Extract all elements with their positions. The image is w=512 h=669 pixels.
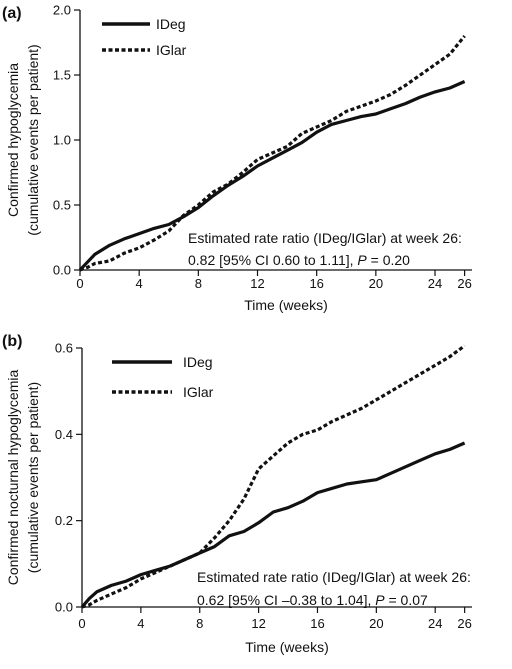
chart-b-annotation-p-value: = 0.07: [385, 592, 428, 608]
chart-a-x-tick-label: 24: [428, 276, 442, 291]
chart-a-x-tick-label: 0: [76, 276, 83, 291]
chart-a-x-tick-label: 4: [136, 276, 143, 291]
chart-b-y-axis-title: Confirmed nocturnal hypoglycemia: [5, 370, 21, 586]
chart-b-x-tick-label: 8: [196, 616, 203, 631]
chart-a-y-tick-label: 1.0: [53, 133, 71, 148]
chart-b-series-iglar-line: [81, 344, 466, 609]
chart-a-legend-label-iglar: IGlar: [156, 42, 187, 58]
chart-a-y-axis-subtitle: (cumulative events per patient): [25, 44, 41, 235]
chart-b-annotation-ci: 0.62 [95% CI –0.38 to 1.04],: [197, 592, 375, 608]
chart-a-series-ideg-line: [78, 80, 466, 272]
chart-b-x-tick-label: 16: [310, 616, 324, 631]
chart-b-y-tick-label: 0.2: [55, 513, 73, 528]
chart-b-x-tick-label: 0: [78, 616, 85, 631]
chart-b-y-tick-label: 0.0: [55, 600, 73, 615]
chart-a-annotation-line2: 0.82 [95% CI 0.60 to 1.11], P = 0.20: [188, 252, 410, 268]
chart-a-x-axis-title: Time (weeks): [244, 297, 328, 313]
chart-a-x-tick-label: 16: [309, 276, 323, 291]
chart-b-x-tick-label: 26: [457, 616, 471, 631]
chart-b-x-tick-label: 4: [137, 616, 144, 631]
chart-a-x-tick-label: 26: [457, 276, 471, 291]
chart-b-y-tick-label: 0.4: [55, 427, 73, 442]
chart-a-annotation-p-symbol: P: [357, 252, 367, 268]
chart-b-legend-label-iglar: IGlar: [183, 384, 214, 400]
chart-a-annotation-line1: Estimated rate ratio (IDeg/IGlar) at wee…: [188, 230, 462, 246]
chart-b-annotation-p-symbol: P: [375, 592, 385, 608]
chart-b-annotation-line2: 0.62 [95% CI –0.38 to 1.04], P = 0.07: [197, 592, 428, 608]
chart-a-series-iglar-line: [79, 34, 466, 272]
chart-b-panel-label: (b): [2, 333, 22, 350]
chart-a-x-tick-label: 8: [195, 276, 202, 291]
chart-b-y-axis-subtitle: (cumulative events per patient): [25, 382, 41, 573]
chart-b-series-ideg-line: [80, 441, 466, 609]
chart-a-y-tick-label: 0.5: [53, 198, 71, 213]
chart-a-annotation-p-value: = 0.20: [367, 252, 410, 268]
chart-a-y-axis-title: Confirmed hypoglycemia: [5, 63, 21, 217]
chart-a-annotation-ci: 0.82 [95% CI 0.60 to 1.11],: [188, 252, 357, 268]
chart-a-legend-label-ideg: IDeg: [156, 16, 186, 32]
chart-a-panel-label: (a): [2, 5, 22, 22]
chart-a-y-tick-label: 2.0: [53, 3, 71, 18]
chart-a-y-tick-label: 0.0: [53, 263, 71, 278]
chart-b-legend-label-ideg: IDeg: [183, 354, 213, 370]
chart-b-x-tick-label: 20: [369, 616, 383, 631]
chart-a-x-tick-label: 20: [369, 276, 383, 291]
chart-b-x-axis-title: Time (weeks): [245, 639, 329, 655]
chart-b-x-tick-label: 12: [251, 616, 265, 631]
chart-a-y-tick-label: 1.5: [53, 68, 71, 83]
chart-b-x-tick-label: 24: [428, 616, 442, 631]
chart-a-x-tick-label: 12: [250, 276, 264, 291]
chart-b-y-tick-label: 0.6: [55, 341, 73, 356]
chart-b-annotation-line1: Estimated rate ratio (IDeg/IGlar) at wee…: [197, 569, 471, 585]
